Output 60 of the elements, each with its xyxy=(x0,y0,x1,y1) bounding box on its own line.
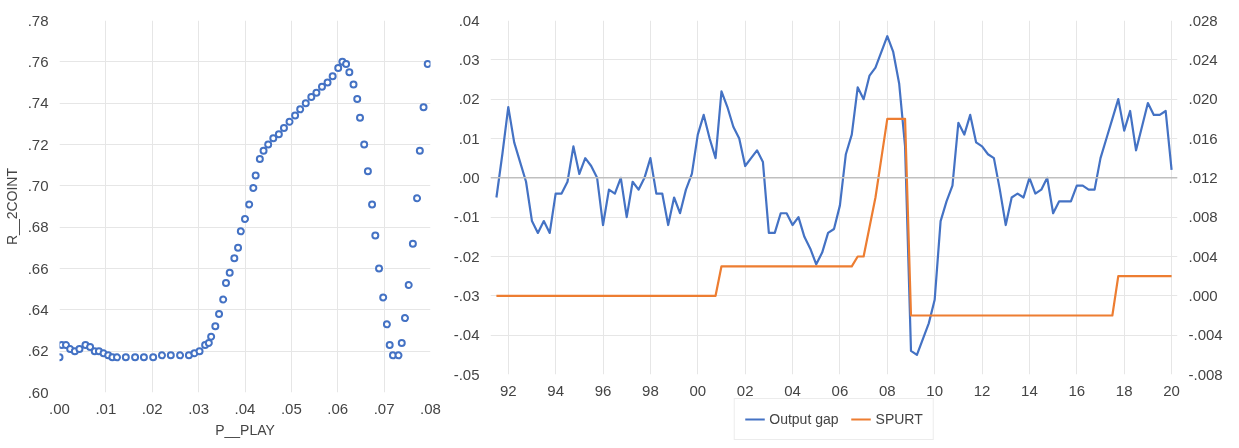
x-tick-label: .08 xyxy=(420,399,441,417)
y-tick-label: .68 xyxy=(27,218,49,236)
x-tick-label: 10 xyxy=(926,381,944,399)
legend-label: SPURT xyxy=(875,411,923,427)
x-tick-label: 92 xyxy=(499,381,517,399)
x-tick-label: 02 xyxy=(736,381,754,399)
x-tick-label: .01 xyxy=(95,399,117,417)
y2-tick-label: .024 xyxy=(1188,50,1218,68)
y-tick-label: -.05 xyxy=(453,365,480,383)
x-tick-label: .00 xyxy=(49,399,70,417)
y-tick-label: .76 xyxy=(27,52,49,70)
x-tick-label: 00 xyxy=(689,381,707,399)
y2-tick-label: .016 xyxy=(1188,129,1218,147)
line-series xyxy=(495,117,1173,317)
y2-tick-label: -.004 xyxy=(1188,326,1223,344)
y-tick-label: .66 xyxy=(27,259,49,277)
y2-tick-label: .012 xyxy=(1188,168,1218,186)
y-tick-label: .62 xyxy=(27,342,49,360)
y-tick-label: .78 xyxy=(27,11,49,29)
y-tick-label: -.04 xyxy=(453,326,480,344)
y-tick-label: .70 xyxy=(27,176,49,194)
y-tick-label: .64 xyxy=(27,300,49,318)
y-tick-label: .00 xyxy=(458,168,480,186)
y2-tick-label: -.008 xyxy=(1188,365,1223,383)
x-tick-label: 04 xyxy=(784,381,801,399)
y-tick-label: .03 xyxy=(458,50,480,68)
y2-tick-label: .028 xyxy=(1188,11,1218,29)
x-tick-label: .05 xyxy=(280,399,302,417)
x-tick-label: 16 xyxy=(1068,381,1086,399)
x-tick-label: .04 xyxy=(234,399,256,417)
line-series xyxy=(495,35,1173,356)
x-tick-label: 14 xyxy=(1021,381,1038,399)
x-tick-label: 08 xyxy=(878,381,896,399)
x-tick-label: 06 xyxy=(831,381,849,399)
y-axis-title: R__2COINT xyxy=(3,167,20,246)
x-tick-label: 94 xyxy=(547,381,564,399)
x-axis-title: P__PLAY xyxy=(215,421,276,438)
y-tick-label: .72 xyxy=(27,135,49,153)
x-tick-label: 12 xyxy=(973,381,991,399)
y2-tick-label: .020 xyxy=(1188,90,1218,108)
x-tick-label: .03 xyxy=(188,399,210,417)
y-tick-label: .04 xyxy=(458,11,480,29)
y-tick-label: -.01 xyxy=(453,208,480,226)
legend-label: Output gap xyxy=(769,411,839,427)
x-tick-label: .02 xyxy=(141,399,163,417)
y-tick-label: -.02 xyxy=(453,247,480,265)
x-tick-label: 20 xyxy=(1163,381,1180,399)
y-tick-label: .02 xyxy=(458,90,480,108)
y2-tick-label: .008 xyxy=(1188,208,1218,226)
x-tick-label: .07 xyxy=(373,399,395,417)
y-tick-label: .74 xyxy=(27,94,49,112)
y-tick-label: .01 xyxy=(458,129,480,147)
x-tick-label: 98 xyxy=(642,381,659,399)
y-tick-label: .60 xyxy=(27,383,49,401)
y-tick-label: -.03 xyxy=(453,286,480,304)
x-tick-label: 96 xyxy=(594,381,612,399)
x-tick-label: .06 xyxy=(327,399,349,417)
y2-tick-label: .000 xyxy=(1188,286,1218,304)
y2-tick-label: .004 xyxy=(1188,247,1218,265)
x-tick-label: 18 xyxy=(1115,381,1133,399)
